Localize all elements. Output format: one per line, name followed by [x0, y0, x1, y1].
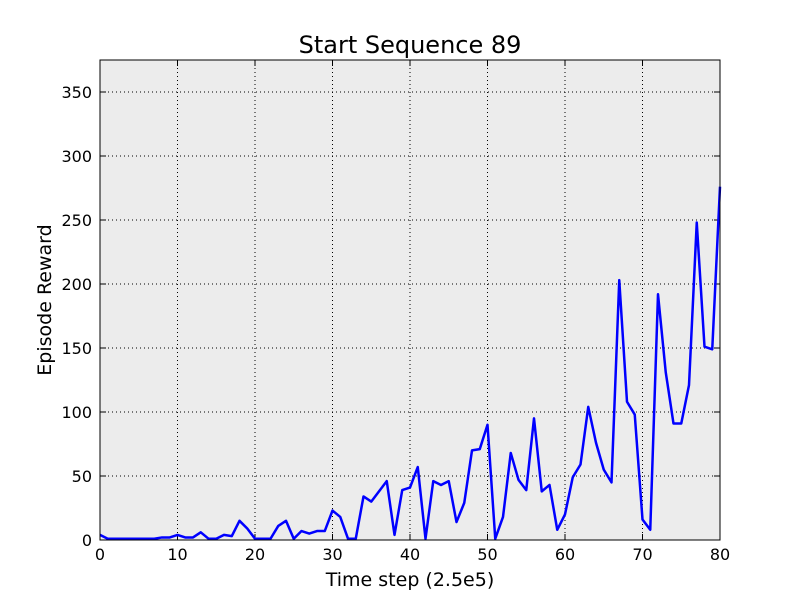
- x-tick-label: 20: [245, 545, 265, 564]
- x-tick-label: 0: [95, 545, 105, 564]
- y-tick-label: 350: [61, 83, 92, 102]
- y-tick-label: 150: [61, 339, 92, 358]
- x-tick-labels: 0 10 20 30 40 50 60 70 80: [95, 545, 730, 564]
- y-tick-label: 0: [82, 531, 92, 550]
- y-tick-label: 300: [61, 147, 92, 166]
- y-tick-label: 250: [61, 211, 92, 230]
- y-tick-labels: 0 50 100 150 200 250 300 350: [61, 83, 92, 550]
- x-tick-label: 10: [167, 545, 187, 564]
- x-tick-label: 40: [400, 545, 420, 564]
- chart-title: Start Sequence 89: [299, 31, 522, 59]
- x-tick-label: 60: [555, 545, 575, 564]
- y-tick-label: 200: [61, 275, 92, 294]
- x-axis-label: Time step (2.5e5): [325, 569, 495, 591]
- x-tick-label: 50: [477, 545, 497, 564]
- x-tick-label: 70: [632, 545, 652, 564]
- y-tick-label: 50: [72, 467, 92, 486]
- x-tick-label: 30: [322, 545, 342, 564]
- x-tick-label: 80: [710, 545, 730, 564]
- y-axis-label: Episode Reward: [34, 224, 56, 375]
- plot-frame: [99, 59, 721, 541]
- series-layer: [99, 186, 722, 540]
- y-tick-label: 100: [61, 403, 92, 422]
